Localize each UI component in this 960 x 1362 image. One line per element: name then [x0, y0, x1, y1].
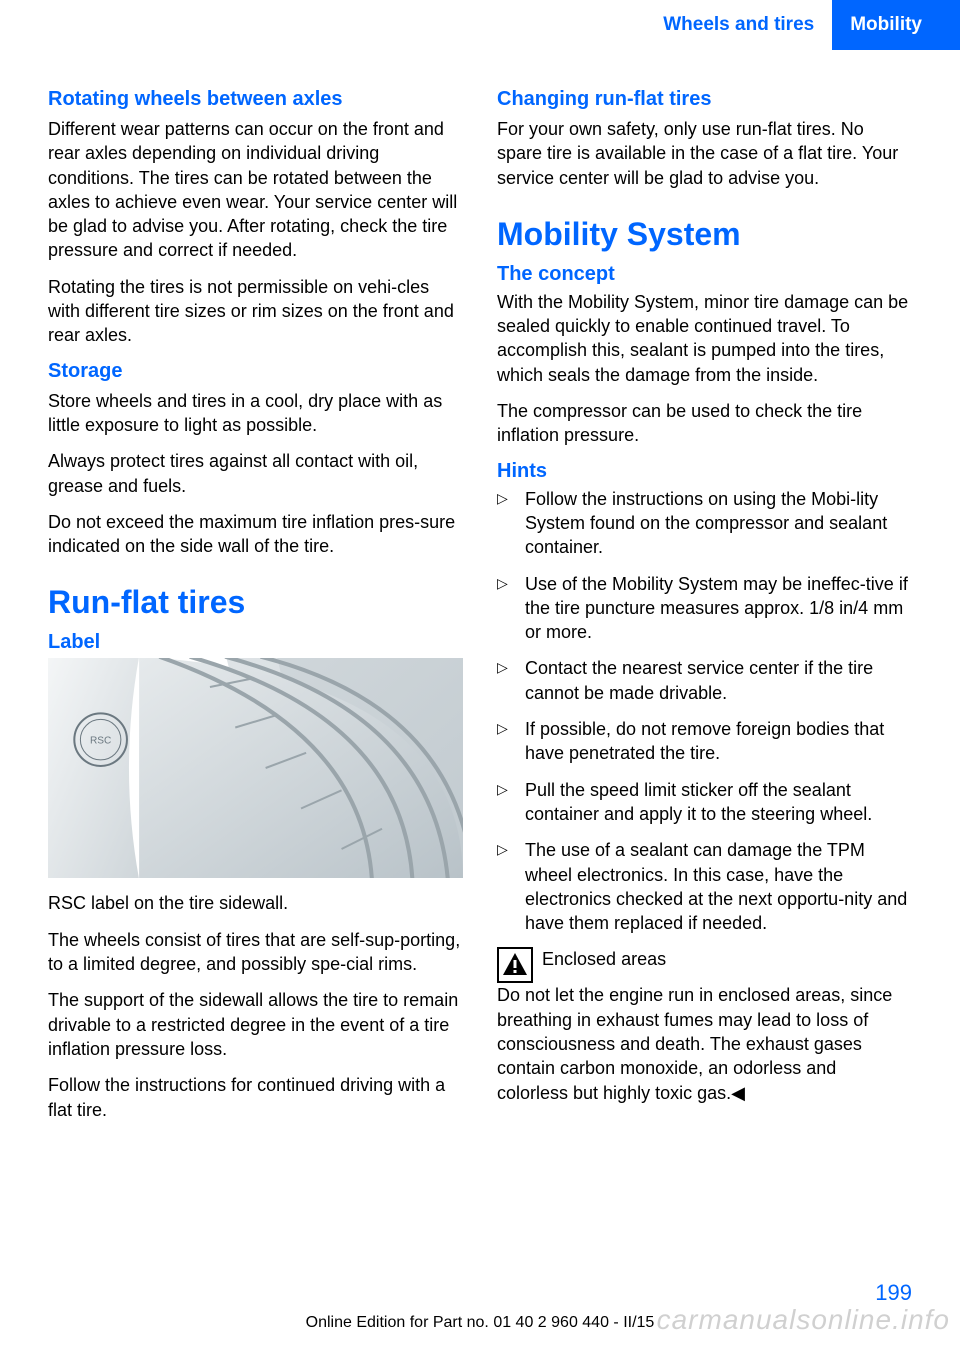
- warning-icon: [497, 947, 533, 983]
- heading-runflat-tires: Run-flat tires: [48, 584, 463, 621]
- list-item: Pull the speed limit sticker off the sea…: [497, 778, 912, 827]
- heading-mobility-system: Mobility System: [497, 216, 912, 253]
- list-item: Contact the nearest service center if th…: [497, 656, 912, 705]
- warning-title: Enclosed areas: [542, 949, 666, 969]
- body-text: Do not exceed the maximum tire inflation…: [48, 510, 463, 559]
- heading-hints: Hints: [497, 460, 912, 483]
- list-item: The use of a sealant can damage the TPM …: [497, 838, 912, 935]
- body-text: Always protect tires against all contact…: [48, 449, 463, 498]
- body-text: For your own safety, only use run-flat t…: [497, 117, 912, 190]
- list-item: Use of the Mobility System may be ineffe…: [497, 572, 912, 645]
- content-area: Rotating wheels between axles Different …: [0, 50, 960, 1134]
- left-column: Rotating wheels between axles Different …: [48, 88, 463, 1134]
- heading-storage: Storage: [48, 360, 463, 383]
- body-text: Different wear patterns can occur on the…: [48, 117, 463, 263]
- body-text: The wheels consist of tires that are sel…: [48, 928, 463, 977]
- header-chapter: Mobility: [832, 0, 960, 50]
- heading-label: Label: [48, 631, 463, 654]
- hints-list: Follow the instructions on using the Mob…: [497, 487, 912, 936]
- warning-block: Enclosed areas Do not let the engine run…: [497, 947, 912, 1104]
- body-text: With the Mobility System, minor tire dam…: [497, 290, 912, 387]
- heading-changing-runflat: Changing run-flat tires: [497, 88, 912, 111]
- page-header: Wheels and tires Mobility: [0, 0, 960, 50]
- tire-illustration: RSC: [48, 658, 463, 878]
- list-item: If possible, do not remove foreign bodie…: [497, 717, 912, 766]
- list-item: Follow the instructions on using the Mob…: [497, 487, 912, 560]
- right-column: Changing run-flat tires For your own saf…: [497, 88, 912, 1134]
- image-caption: RSC label on the tire sidewall.: [48, 891, 463, 915]
- body-text: Store wheels and tires in a cool, dry pl…: [48, 389, 463, 438]
- warning-body: Do not let the engine run in enclosed ar…: [497, 985, 892, 1102]
- watermark: carmanualsonline.info: [657, 1304, 950, 1336]
- body-text: The compressor can be used to check the …: [497, 399, 912, 448]
- heading-the-concept: The concept: [497, 263, 912, 286]
- body-text: The support of the sidewall allows the t…: [48, 988, 463, 1061]
- page-number: 199: [875, 1280, 912, 1306]
- svg-text:RSC: RSC: [90, 736, 111, 747]
- header-section: Wheels and tires: [663, 0, 832, 50]
- body-text: Follow the instructions for continued dr…: [48, 1073, 463, 1122]
- body-text: Rotating the tires is not permissible on…: [48, 275, 463, 348]
- page: Wheels and tires Mobility Rotating wheel…: [0, 0, 960, 1362]
- heading-rotating-wheels: Rotating wheels between axles: [48, 88, 463, 111]
